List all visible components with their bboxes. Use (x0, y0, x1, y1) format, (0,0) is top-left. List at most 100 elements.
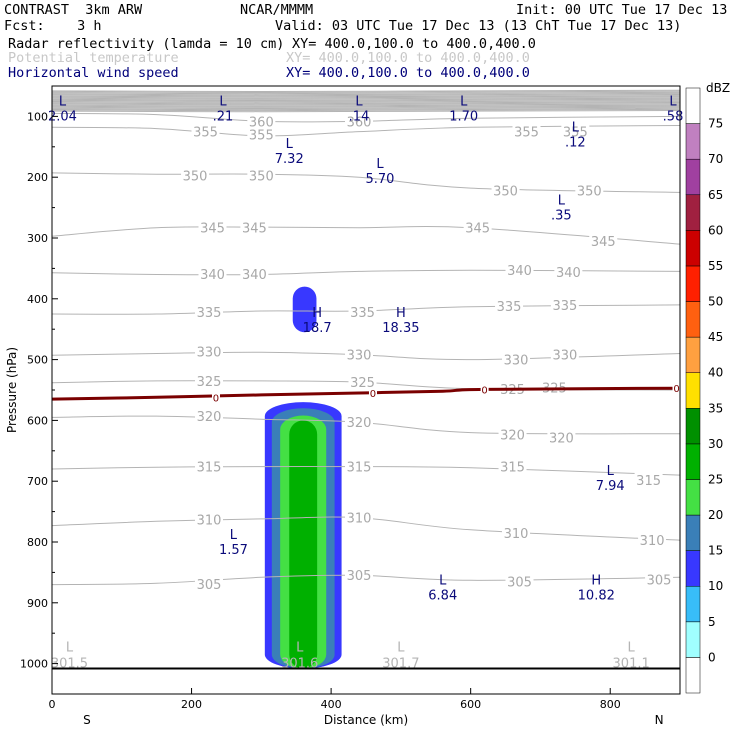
field-theta-label: Potential temperature (8, 50, 179, 66)
theta-label-bg-310-0 (195, 511, 223, 527)
colorbar-level-0: 0 (708, 650, 716, 664)
isentrope-stack-line-8 (51, 98, 681, 101)
colorbar-swatch-4 (685, 514, 701, 551)
field-reflectivity-xy: XY= 400.0,100.0 to 400.0,400.0 (292, 36, 536, 52)
theta-label-bg-305-0 (195, 575, 223, 591)
theta-label-320-1: 320 (347, 416, 372, 431)
theta-label-350-0: 350 (183, 169, 208, 184)
theta-label-bg-325-0 (195, 372, 223, 388)
colorbar-swatch-8 (685, 372, 701, 409)
theta-label-bg-305-1 (345, 566, 374, 582)
wind-extremum-letter-10: H (396, 306, 406, 321)
forecast-hour: Fcst: 3 h (4, 18, 102, 34)
theta-label-bg-340-1 (240, 265, 269, 281)
center-title: NCAR/MMMM (240, 2, 314, 18)
upper-isentrope-stack (51, 89, 681, 113)
wind-extremum-value-9: 18.7 (303, 321, 332, 336)
wind-extremum-letter-14: H (591, 574, 601, 589)
theta-label-bg-345-1 (240, 219, 269, 235)
colorbar-swatch-5 (685, 479, 701, 516)
theta-label-bg-350-0 (181, 167, 210, 183)
theta-label-bg-320-0 (195, 408, 223, 424)
theta-label-bg-305-3 (645, 571, 674, 587)
theta-label-360-1: 360 (347, 115, 372, 130)
reflectivity-layer (264, 286, 342, 669)
theta-label-330-0: 330 (197, 346, 222, 361)
isentrope-stack-line-15 (51, 105, 681, 108)
theta-label-bg-355-2 (512, 123, 541, 139)
wind-extremum-value-5: .12 (565, 136, 586, 151)
theta-label-bg-335-1 (348, 304, 377, 320)
wind-extremum-value-13: 6.84 (428, 589, 457, 604)
theta-label-bg-345-0 (198, 219, 227, 235)
wind-extremum-letter-11: L (607, 464, 615, 479)
theta-label-350-2: 350 (493, 185, 518, 200)
isentrope-stack-line-3 (51, 92, 681, 96)
theta-label-bg-340-0 (198, 265, 227, 281)
theta-label-315-3: 315 (636, 474, 661, 489)
surface-letter-0: L (66, 641, 74, 656)
theta-label-355-0: 355 (193, 126, 218, 141)
reflectivity-cell-4 (289, 420, 318, 669)
theta-label-bg-350-2 (491, 182, 520, 198)
colorbar-swatch-13 (685, 194, 701, 231)
isentrope-stack-line-4 (51, 94, 681, 97)
isentrope-stack-line-5 (51, 95, 681, 98)
isentrope-stack-line-6 (51, 96, 681, 99)
theta-contour-350 (51, 172, 681, 193)
colorbar: 0 5 10 15 20 25 30 35 40 45 50 55 60 65 70 75 dBZ (685, 81, 730, 694)
colorbar-swatch-2 (685, 585, 701, 623)
model-title: CONTRAST 3km ARW (4, 2, 143, 18)
colorbar-level-60: 60 (708, 223, 723, 237)
freezing-label-2: 0 (481, 385, 487, 396)
theta-contour-360 (51, 112, 681, 123)
wind-extremum-letter-3: L (460, 94, 468, 109)
isentrope-stack-line-10 (51, 100, 681, 103)
wind-extremum-value-4: .58 (663, 109, 684, 124)
colorbar-swatch-7 (685, 408, 701, 445)
theta-contour-340 (51, 269, 681, 276)
isentrope-stack-line-2 (51, 91, 681, 95)
theta-label-bg-335-3 (550, 296, 579, 312)
theta-label-bg-340-2 (505, 262, 534, 278)
y-tick-label-3: 400 (27, 293, 48, 306)
wind-extremum-value-14: 10.82 (578, 589, 615, 604)
colorbar-level-5: 5 (708, 615, 716, 629)
wind-extremum-letter-6: L (286, 137, 294, 152)
freezing-label-bg-2 (480, 384, 489, 395)
colorbar-level-50: 50 (708, 295, 723, 309)
y-tick-label-6: 700 (27, 475, 48, 488)
wind-extremum-value-12: 1.57 (219, 543, 248, 558)
colorbar-level-45: 45 (708, 330, 723, 344)
colorbar-level-70: 70 (708, 152, 723, 166)
theta-label-305-2: 305 (507, 576, 532, 591)
field-wind-label: Horizontal wind speed (8, 65, 179, 81)
colorbar-level-20: 20 (708, 508, 723, 522)
isentrope-stack-line-16 (51, 106, 681, 110)
wind-extremum-value-10: 18.35 (382, 321, 419, 336)
colorbar-swatch-15 (685, 123, 701, 160)
y-axis-label: Pressure (hPa) (5, 347, 19, 433)
colorbar-swatch-14 (685, 158, 701, 196)
freezing-level-line: 0 0 0 0 (51, 383, 681, 404)
theta-label-310-2: 310 (504, 527, 529, 542)
freezing-label-bg-0 (211, 392, 220, 403)
theta-label-345-1: 345 (242, 222, 267, 237)
y-tick-label-9: 1000 (20, 658, 48, 671)
field-theta-xy: XY= 400.0,100.0 to 400.0,400.0 (286, 50, 530, 66)
freezing-label-1: 0 (370, 389, 376, 400)
theta-label-335-2: 335 (497, 300, 522, 315)
y-tick-label-1: 200 (27, 171, 48, 184)
freezing-line (51, 386, 681, 401)
theta-label-320-2: 320 (500, 428, 525, 443)
colorbar-swatch-1 (685, 621, 701, 658)
colorbar-level-75: 75 (708, 117, 723, 131)
init-time: Init: 00 UTC Tue 17 Dec 13 (516, 2, 728, 18)
surface-letter-2: L (397, 641, 405, 656)
theta-label-330-1: 330 (347, 349, 372, 364)
theta-label-bg-305-2 (505, 573, 534, 589)
theta-label-bg-315-1 (345, 458, 374, 474)
wind-extremum-letter-1: L (219, 94, 227, 109)
